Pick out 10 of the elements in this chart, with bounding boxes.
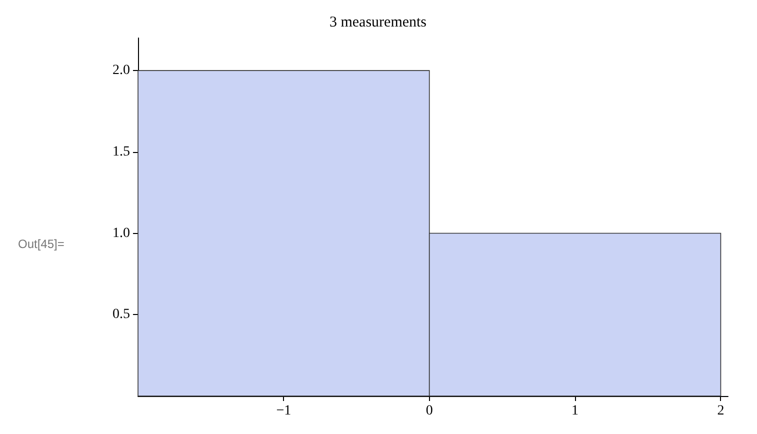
y-tick-label: 1.5 [112,144,130,160]
y-tick-label: 1.0 [112,226,130,241]
y-tick-label: 2.0 [112,63,130,78]
chart-title: 3 measurements [329,14,427,30]
y-tick-label: 0.5 [112,307,130,322]
x-tick-label: 0 [426,404,433,418]
x-tick-label: −1 [276,404,292,418]
text: Out[45]= [18,237,64,251]
x-tick-label: 1 [572,404,579,418]
x-tick-label: 2 [717,404,724,418]
